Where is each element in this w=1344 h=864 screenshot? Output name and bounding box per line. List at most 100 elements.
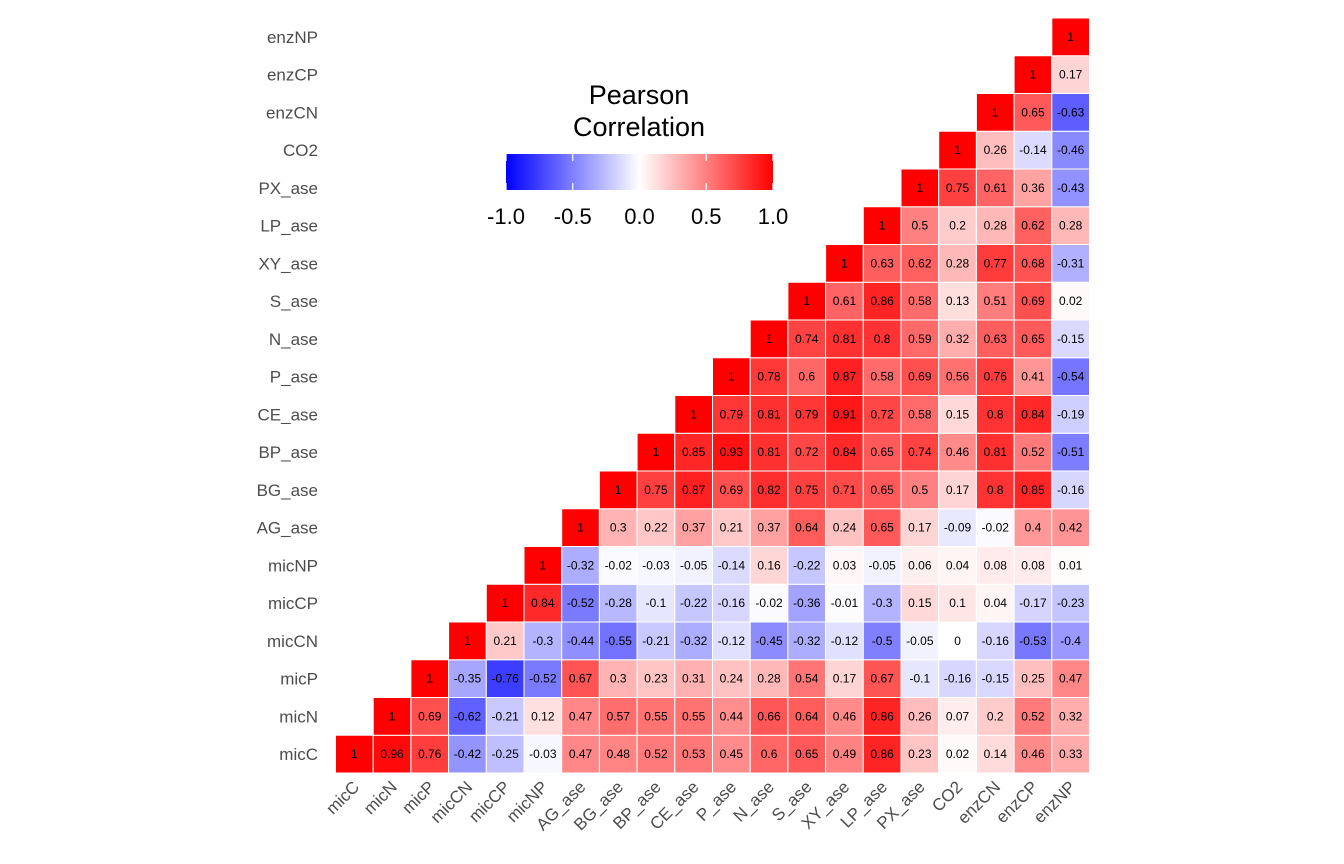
cell-value-label: 0.23 — [908, 747, 932, 761]
heatmap-cell-micC-CO2 — [938, 734, 977, 774]
cell-value-label: 0.65 — [1021, 332, 1045, 346]
cell-value-label: 0.2 — [987, 709, 1004, 723]
heatmap-cell-micN-BP_ase — [636, 697, 676, 736]
cell-value-label: -0.54 — [1057, 370, 1085, 384]
cell-value-label: 0.86 — [870, 709, 894, 723]
heatmap-cell-BG_ase-PX_ase — [900, 470, 940, 510]
y-axis-label: P_ase — [270, 368, 318, 387]
cell-value-label: 0.33 — [1059, 747, 1083, 761]
cell-value-label: 0.46 — [946, 445, 970, 459]
cell-value-label: 0.28 — [1059, 219, 1083, 233]
cell-value-label: 1 — [615, 483, 622, 497]
cell-value-label: 1 — [803, 294, 810, 308]
cell-value-label: -0.01 — [831, 596, 859, 610]
y-axis-label: micP — [280, 670, 318, 689]
cell-value-label: -0.32 — [680, 634, 708, 648]
cell-value-label: 0.61 — [833, 294, 857, 308]
heatmap-cell-BP_ase-enzCP — [1013, 432, 1053, 472]
cell-value-label: 0.72 — [870, 407, 894, 421]
heatmap-cell-micCP-enzNP — [1051, 583, 1091, 623]
heatmap-cell-enzNP-enzNP — [1051, 17, 1091, 57]
cell-value-label: 0.84 — [531, 596, 555, 610]
heatmap-cell-AG_ase-CO2 — [938, 508, 977, 547]
cell-value-label: 1 — [690, 407, 697, 421]
heatmap-cell-BP_ase-CE_ase — [674, 432, 713, 472]
heatmap-cell-CE_ase-N_ase — [749, 395, 789, 434]
cell-value-label: 1 — [1067, 30, 1074, 44]
heatmap-cell-N_ase-enzNP — [1051, 319, 1091, 359]
legend-tick-label: 0.5 — [691, 204, 722, 229]
cell-value-label: 0.46 — [1021, 747, 1045, 761]
cell-value-label: 0.8 — [987, 407, 1004, 421]
heatmap-cell-micN-CE_ase — [674, 697, 713, 736]
heatmap-cell-micNP-micNP — [523, 546, 563, 585]
heatmap-cell-micP-N_ase — [749, 659, 789, 698]
y-axis-label: XY_ase — [258, 254, 318, 273]
heatmap-cell-micCN-micCP — [485, 621, 525, 661]
cell-value-label: 0.6 — [798, 370, 815, 384]
cell-value-label: 0.17 — [946, 483, 970, 497]
cell-value-label: 0.62 — [908, 256, 932, 270]
cell-value-label: -0.52 — [529, 672, 557, 686]
heatmap-cell-LP_ase-enzNP — [1051, 206, 1091, 245]
heatmap-cell-micC-CE_ase — [674, 734, 713, 774]
heatmap-cell-P_ase-enzNP — [1051, 357, 1091, 396]
cell-value-label: 0.65 — [870, 521, 894, 535]
heatmap-cell-micP-micP — [410, 659, 450, 698]
cell-value-label: 0.84 — [1021, 407, 1045, 421]
heatmap-cell-LP_ase-LP_ase — [862, 206, 902, 245]
y-axis-label: enzCP — [267, 66, 318, 85]
y-axis-label: AG_ase — [257, 519, 318, 538]
x-axis-label: enzCN — [954, 777, 1004, 827]
cell-value-label: 0.21 — [493, 634, 517, 648]
heatmap-cell-CE_ase-LP_ase — [862, 395, 902, 434]
heatmap-cell-BP_ase-XY_ase — [825, 432, 864, 472]
cell-value-label: -0.03 — [529, 747, 557, 761]
heatmap-cell-micCP-BP_ase — [636, 583, 676, 623]
heatmap-cell-micP-PX_ase — [900, 659, 940, 698]
heatmap-cell-AG_ase-BP_ase — [636, 508, 676, 547]
y-axis-label: micCP — [268, 594, 318, 613]
cell-value-label: -0.16 — [1057, 483, 1085, 497]
cell-value-label: 0.79 — [795, 407, 819, 421]
y-axis-label: enzNP — [267, 28, 318, 47]
heatmap-cell-BG_ase-N_ase — [749, 470, 789, 510]
heatmap-cell-micCP-CO2 — [938, 583, 977, 623]
cell-value-label: 0.54 — [795, 672, 819, 686]
heatmap-cell-micP-CE_ase — [674, 659, 713, 698]
cell-value-label: 0.93 — [720, 445, 744, 459]
cell-value-label: -0.31 — [1057, 256, 1085, 270]
legend-tick-label: -0.5 — [554, 204, 592, 229]
y-axis-label: micC — [279, 745, 318, 764]
legend-tick-label: 1.0 — [758, 204, 789, 229]
cell-value-label: 0.47 — [1059, 672, 1083, 686]
cell-value-label: 0.03 — [833, 558, 857, 572]
cell-value-label: 0.56 — [946, 370, 970, 384]
heatmap-cell-micC-micC — [335, 734, 374, 774]
heatmap-cell-BG_ase-enzCN — [975, 470, 1015, 510]
cell-value-label: 0.17 — [833, 672, 857, 686]
x-axis-labels: micCmicNmicPmicCNmicCPmicNPAG_aseBG_aseB… — [322, 777, 1079, 834]
heatmap-cell-N_ase-N_ase — [749, 319, 789, 359]
cell-value-label: 0.69 — [908, 370, 932, 384]
cell-value-label: -0.36 — [793, 596, 821, 610]
cell-value-label: 0.17 — [908, 521, 932, 535]
x-axis-label: N_ase — [730, 777, 778, 825]
cell-value-label: 0.22 — [644, 521, 668, 535]
heatmap-cell-micNP-BG_ase — [598, 546, 638, 585]
cell-value-label: 0.5 — [912, 219, 929, 233]
cell-value-label: -0.3 — [872, 596, 893, 610]
cell-value-label: -0.1 — [646, 596, 667, 610]
cell-value-label: -0.02 — [755, 596, 783, 610]
cell-value-label: -0.51 — [1057, 445, 1085, 459]
heatmap-cell-micCN-PX_ase — [900, 621, 940, 661]
heatmap-cell-micC-micN — [372, 734, 412, 774]
cell-value-label: -0.35 — [454, 672, 482, 686]
heatmap-cell-BG_ase-P_ase — [712, 470, 751, 510]
cell-value-label: 0.82 — [757, 483, 781, 497]
cell-value-label: 0.2 — [949, 219, 966, 233]
heatmap-cell-CO2-enzNP — [1051, 130, 1091, 170]
heatmap-cell-micNP-enzCP — [1013, 546, 1053, 585]
heatmap-cell-XY_ase-enzCP — [1013, 244, 1053, 283]
cell-value-label: 0.08 — [984, 558, 1008, 572]
